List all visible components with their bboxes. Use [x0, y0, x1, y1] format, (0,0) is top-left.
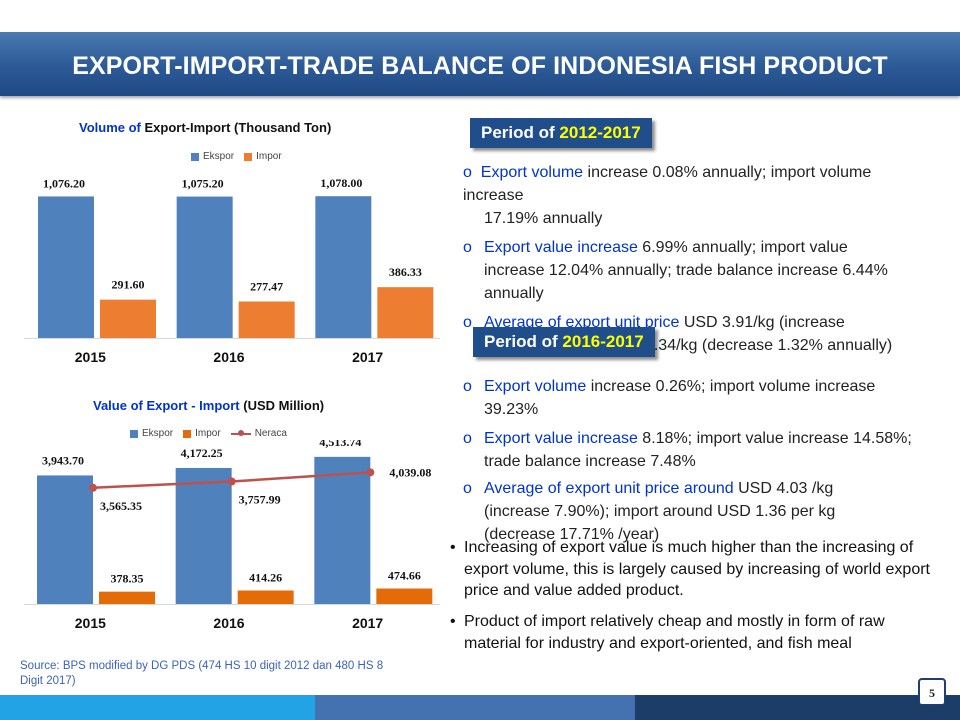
value-chart: 3,943.70 378.35 2015 4,172.25 414.26 2016 4,51… — [24, 440, 440, 631]
bar-ekspor-2017 — [315, 196, 372, 338]
period2-years: 2016-2017 — [562, 332, 644, 351]
data-label-ekspor-2015: 3,943.70 — [42, 453, 84, 467]
period1-b1-text: increase 0.08% annually; import volume i… — [463, 164, 872, 204]
period1-bullet-1: o Export volume increase 0.08% annually;… — [463, 161, 893, 230]
bar-impor-2017 — [377, 287, 434, 338]
note-2: • Product of import relatively cheap and… — [450, 611, 930, 654]
bar-ekspor-2016 — [176, 196, 233, 338]
data-label-neraca-2016: 3,757.99 — [239, 492, 281, 506]
title-banner — [0, 32, 960, 96]
period2-b3-highlight: Average of export unit price around — [484, 480, 734, 497]
period-badge-2016-2017: Period of 2016-2017 — [473, 327, 655, 357]
data-label-impor-2017: 386.33 — [389, 265, 422, 279]
period1-b3-highlight: Average of export unit price — [484, 314, 680, 331]
source-note: Source: BPS modified by DG PDS (474 HS 1… — [20, 660, 384, 687]
period-badge-2012-2017: Period of 2012-2017 — [470, 118, 652, 148]
footer-bar-2 — [315, 695, 635, 720]
point-neraca-2016 — [227, 477, 236, 486]
value-title-black: (USD Million) — [243, 398, 325, 413]
footer-bar-3 — [635, 695, 960, 720]
bar-ekspor-2016 — [175, 467, 232, 604]
volume-title-blue: Volume of — [79, 120, 145, 135]
period1-prefix: Period of — [481, 123, 560, 142]
period2-b2-highlight: Export value increase — [484, 430, 638, 447]
bullet-marker: o — [463, 239, 472, 256]
legend-swatch-impor — [244, 152, 253, 161]
x-tick-label-2015: 2015 — [75, 615, 106, 631]
period1-b2-highlight: Export value increase — [484, 239, 638, 256]
data-label-ekspor-2016: 4,172.25 — [181, 446, 223, 460]
data-label-ekspor-2017: 1,078.00 — [320, 176, 362, 190]
legend2-label-neraca: Neraca — [254, 428, 287, 439]
bar-ekspor-2017 — [314, 456, 371, 604]
footer-bar-1 — [0, 695, 315, 720]
x-tick-label-2016: 2016 — [213, 349, 244, 365]
note-bullet: • — [450, 613, 456, 630]
legend-label-ekspor: Ekspor — [203, 151, 235, 162]
bar-ekspor-2015 — [37, 475, 93, 604]
period1-bullet-2: o Export value increase 6.99% annually; … — [463, 236, 893, 305]
bullet-marker: o — [463, 314, 472, 331]
period2-b1-highlight: Export volume — [484, 378, 587, 395]
data-label-impor-2017: 474.66 — [388, 569, 421, 583]
legend2-swatch-impor — [183, 429, 192, 438]
data-label-impor-2016: 414.26 — [249, 570, 282, 584]
period1-b1-line2: 17.19% annually — [484, 210, 603, 227]
data-label-neraca-2015: 3,565.35 — [100, 499, 142, 513]
volume-legend: Ekspor Impor — [185, 151, 282, 162]
point-neraca-2017 — [366, 468, 375, 477]
legend2-label-ekspor: Ekspor — [142, 428, 174, 439]
data-label-ekspor-2017: 4,513.74 — [319, 440, 361, 449]
bar-impor-2016 — [238, 301, 295, 338]
legend-label-impor: Impor — [256, 151, 282, 162]
value-legend: Ekspor Impor Neraca — [124, 428, 287, 439]
data-label-ekspor-2016: 1,075.20 — [182, 177, 224, 191]
data-label-impor-2016: 277.47 — [250, 280, 283, 294]
bar-impor-2015 — [99, 591, 155, 604]
period2-bullet-2: o Export value increase 8.18%; import va… — [463, 427, 913, 473]
period2-b2-text: 8.18%; import value increase 14.58%; tra… — [484, 430, 912, 470]
data-label-impor-2015: 291.60 — [112, 278, 145, 292]
period2-bullet-3: o Average of export unit price around US… — [463, 477, 903, 546]
data-label-impor-2015: 378.35 — [111, 572, 144, 586]
period2-bullet-1: o Export volume increase 0.26%; import v… — [463, 375, 893, 421]
note-1-text: Increasing of export value is much highe… — [464, 539, 930, 599]
period2-b3-text: USD 4.03 /kg (increase 7.90%); import ar… — [484, 480, 836, 543]
bar-impor-2016 — [237, 590, 294, 604]
legend2-swatch-ekspor — [130, 429, 138, 438]
bullet-marker: o — [463, 164, 472, 181]
note-2-text: Product of import relatively cheap and m… — [464, 613, 885, 652]
data-label-ekspor-2015: 1,076.20 — [43, 176, 85, 190]
bar-ekspor-2015 — [38, 196, 94, 338]
point-neraca-2015 — [89, 483, 97, 492]
legend2-label-impor: Impor — [195, 428, 221, 439]
page-number: 5 — [918, 678, 946, 706]
value-title-blue: Value of Export - Import — [93, 398, 244, 413]
period1-b2-text: 6.99% annually; import value increase 12… — [484, 239, 888, 302]
x-tick-label-2016: 2016 — [213, 615, 244, 631]
bullet-marker: o — [463, 430, 472, 447]
period1-years: 2012-2017 — [559, 123, 641, 142]
data-label-neraca-2017: 4,039.08 — [389, 465, 431, 479]
note-1: • Increasing of export value is much hig… — [450, 537, 950, 602]
x-tick-label-2017: 2017 — [352, 615, 383, 631]
bar-impor-2017 — [376, 588, 433, 604]
legend2-line-neraca — [230, 429, 251, 436]
volume-chart: 1,076.20 291.60 2015 1,075.20 277.47 2016 1,07… — [24, 176, 440, 365]
value-chart-title: Value of Export - Import (USD Million) — [93, 398, 324, 413]
period2-prefix: Period of — [484, 332, 563, 351]
period1-b1-highlight: Export volume — [480, 164, 584, 181]
bullet-marker: o — [463, 378, 472, 395]
bar-impor-2015 — [100, 299, 156, 338]
volume-chart-title: Volume of Export-Import (Thousand Ton) — [79, 120, 331, 135]
volume-title-black: Export-Import (Thousand Ton) — [144, 120, 332, 135]
x-tick-label-2015: 2015 — [75, 349, 106, 365]
period2-b1-text: increase 0.26%; import volume increase 3… — [484, 378, 876, 418]
note-bullet: • — [450, 539, 456, 556]
bullet-marker: o — [463, 480, 472, 497]
slide-title: EXPORT-IMPORT-TRADE BALANCE OF INDONESIA… — [72, 52, 888, 80]
x-tick-label-2017: 2017 — [352, 349, 383, 365]
legend-swatch-ekspor — [191, 152, 199, 161]
